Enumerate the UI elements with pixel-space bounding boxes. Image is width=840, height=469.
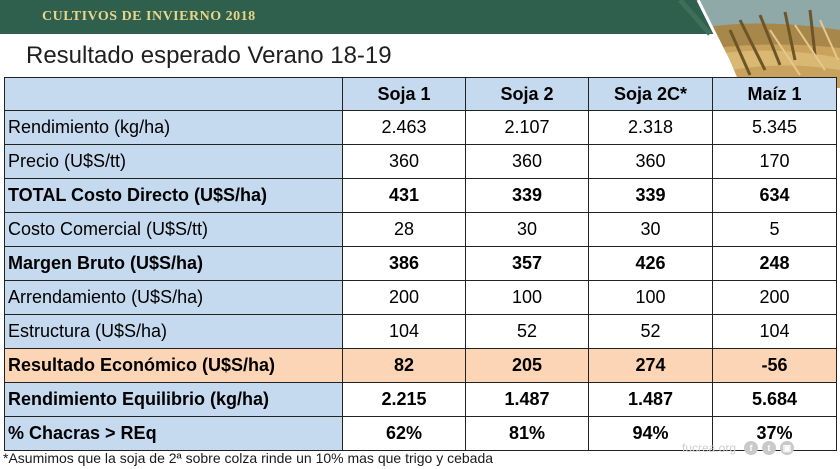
table-cell: 5.345 [712, 110, 837, 145]
table-cell: 274 [588, 348, 713, 383]
column-header-soja-2c: Soja 2C* [588, 77, 713, 111]
header-title: CULTIVOS DE INVIERNO 2018 [42, 9, 256, 24]
row-label: TOTAL Costo Directo (U$S/ha) [4, 178, 343, 213]
table-cell: 205 [465, 348, 589, 383]
table-cell: 100 [588, 280, 713, 315]
table-cell: 100 [465, 280, 589, 315]
row-label: Arrendamiento (U$S/ha) [4, 280, 343, 315]
table-cell: 5.684 [712, 382, 837, 417]
table-row: TOTAL Costo Directo (U$S/ha) 431 339 339… [4, 178, 837, 213]
table-cell: 357 [465, 246, 589, 281]
table-row-highlighted: Resultado Económico (U$S/ha) 82 205 274 … [4, 348, 837, 383]
results-table: Soja 1 Soja 2 Soja 2C* Maíz 1 Rendimient… [4, 77, 837, 451]
brand-watermark: fucrea.org [682, 441, 737, 455]
table-cell: 52 [588, 314, 713, 349]
facebook-icon[interactable]: f [744, 441, 758, 455]
column-header-maiz-1: Maíz 1 [712, 77, 837, 111]
table-cell: 200 [712, 280, 837, 315]
table-row: Rendimiento Equilibrio (kg/ha) 2.215 1.4… [4, 382, 837, 417]
table-cell: 82 [342, 348, 466, 383]
footnote: *Asumimos que la soja de 2ª sobre colza … [3, 450, 494, 466]
table-cell: 426 [588, 246, 713, 281]
row-label: Resultado Económico (U$S/ha) [4, 348, 343, 383]
table-cell: 52 [465, 314, 589, 349]
table-cell: 170 [712, 144, 837, 179]
table-cell: 248 [712, 246, 837, 281]
table-cell: 94% [588, 416, 713, 451]
table-cell: 2.463 [342, 110, 466, 145]
row-label: Margen Bruto (U$S/ha) [4, 246, 343, 281]
table-header-row: Soja 1 Soja 2 Soja 2C* Maíz 1 [4, 77, 837, 111]
row-label: Rendimiento (kg/ha) [4, 110, 343, 145]
table-row: Estructura (U$S/ha) 104 52 52 104 [4, 314, 837, 349]
table-row: Costo Comercial (U$S/tt) 28 30 30 5 [4, 212, 837, 247]
table-row: Margen Bruto (U$S/ha) 386 357 426 248 [4, 246, 837, 281]
table-cell: 30 [588, 212, 713, 247]
table-cell: 30 [465, 212, 589, 247]
table-row: Precio (U$S/tt) 360 360 360 170 [4, 144, 837, 179]
row-label: Rendimiento Equilibrio (kg/ha) [4, 382, 343, 417]
table-cell: 360 [465, 144, 589, 179]
row-label: Precio (U$S/tt) [4, 144, 343, 179]
slide-title: Resultado esperado Verano 18-19 [26, 42, 392, 69]
table-cell: 104 [342, 314, 466, 349]
table-cell: 81% [465, 416, 589, 451]
table-cell: 28 [342, 212, 466, 247]
table-cell: 5 [712, 212, 837, 247]
table-row: % Chacras > REq 62% 81% 94% 37% [4, 416, 837, 451]
table-cell: 360 [588, 144, 713, 179]
table-row: Arrendamiento (U$S/ha) 200 100 100 200 [4, 280, 837, 315]
header-corner-cell [4, 77, 343, 111]
table-cell: 104 [712, 314, 837, 349]
table-cell: 1.487 [465, 382, 589, 417]
row-label: % Chacras > REq [4, 416, 343, 451]
wheat-field-image [678, 0, 840, 88]
table-cell: 1.487 [588, 382, 713, 417]
table-row: Rendimiento (kg/ha) 2.463 2.107 2.318 5.… [4, 110, 837, 145]
table-cell: 431 [342, 178, 466, 213]
table-cell: 2.107 [465, 110, 589, 145]
row-label: Estructura (U$S/ha) [4, 314, 343, 349]
table-cell: 339 [588, 178, 713, 213]
table-cell: 386 [342, 246, 466, 281]
table-cell: 62% [342, 416, 466, 451]
table-cell: 339 [465, 178, 589, 213]
column-header-soja-2: Soja 2 [465, 77, 589, 111]
twitter-icon[interactable]: t [762, 441, 776, 455]
table-cell: -56 [712, 348, 837, 383]
table-cell: 2.215 [342, 382, 466, 417]
table-cell: 200 [342, 280, 466, 315]
row-label: Costo Comercial (U$S/tt) [4, 212, 343, 247]
instagram-icon[interactable]: ▣ [780, 441, 794, 455]
column-header-soja-1: Soja 1 [342, 77, 466, 111]
table-cell: 634 [712, 178, 837, 213]
table-cell: 360 [342, 144, 466, 179]
table-cell: 2.318 [588, 110, 713, 145]
